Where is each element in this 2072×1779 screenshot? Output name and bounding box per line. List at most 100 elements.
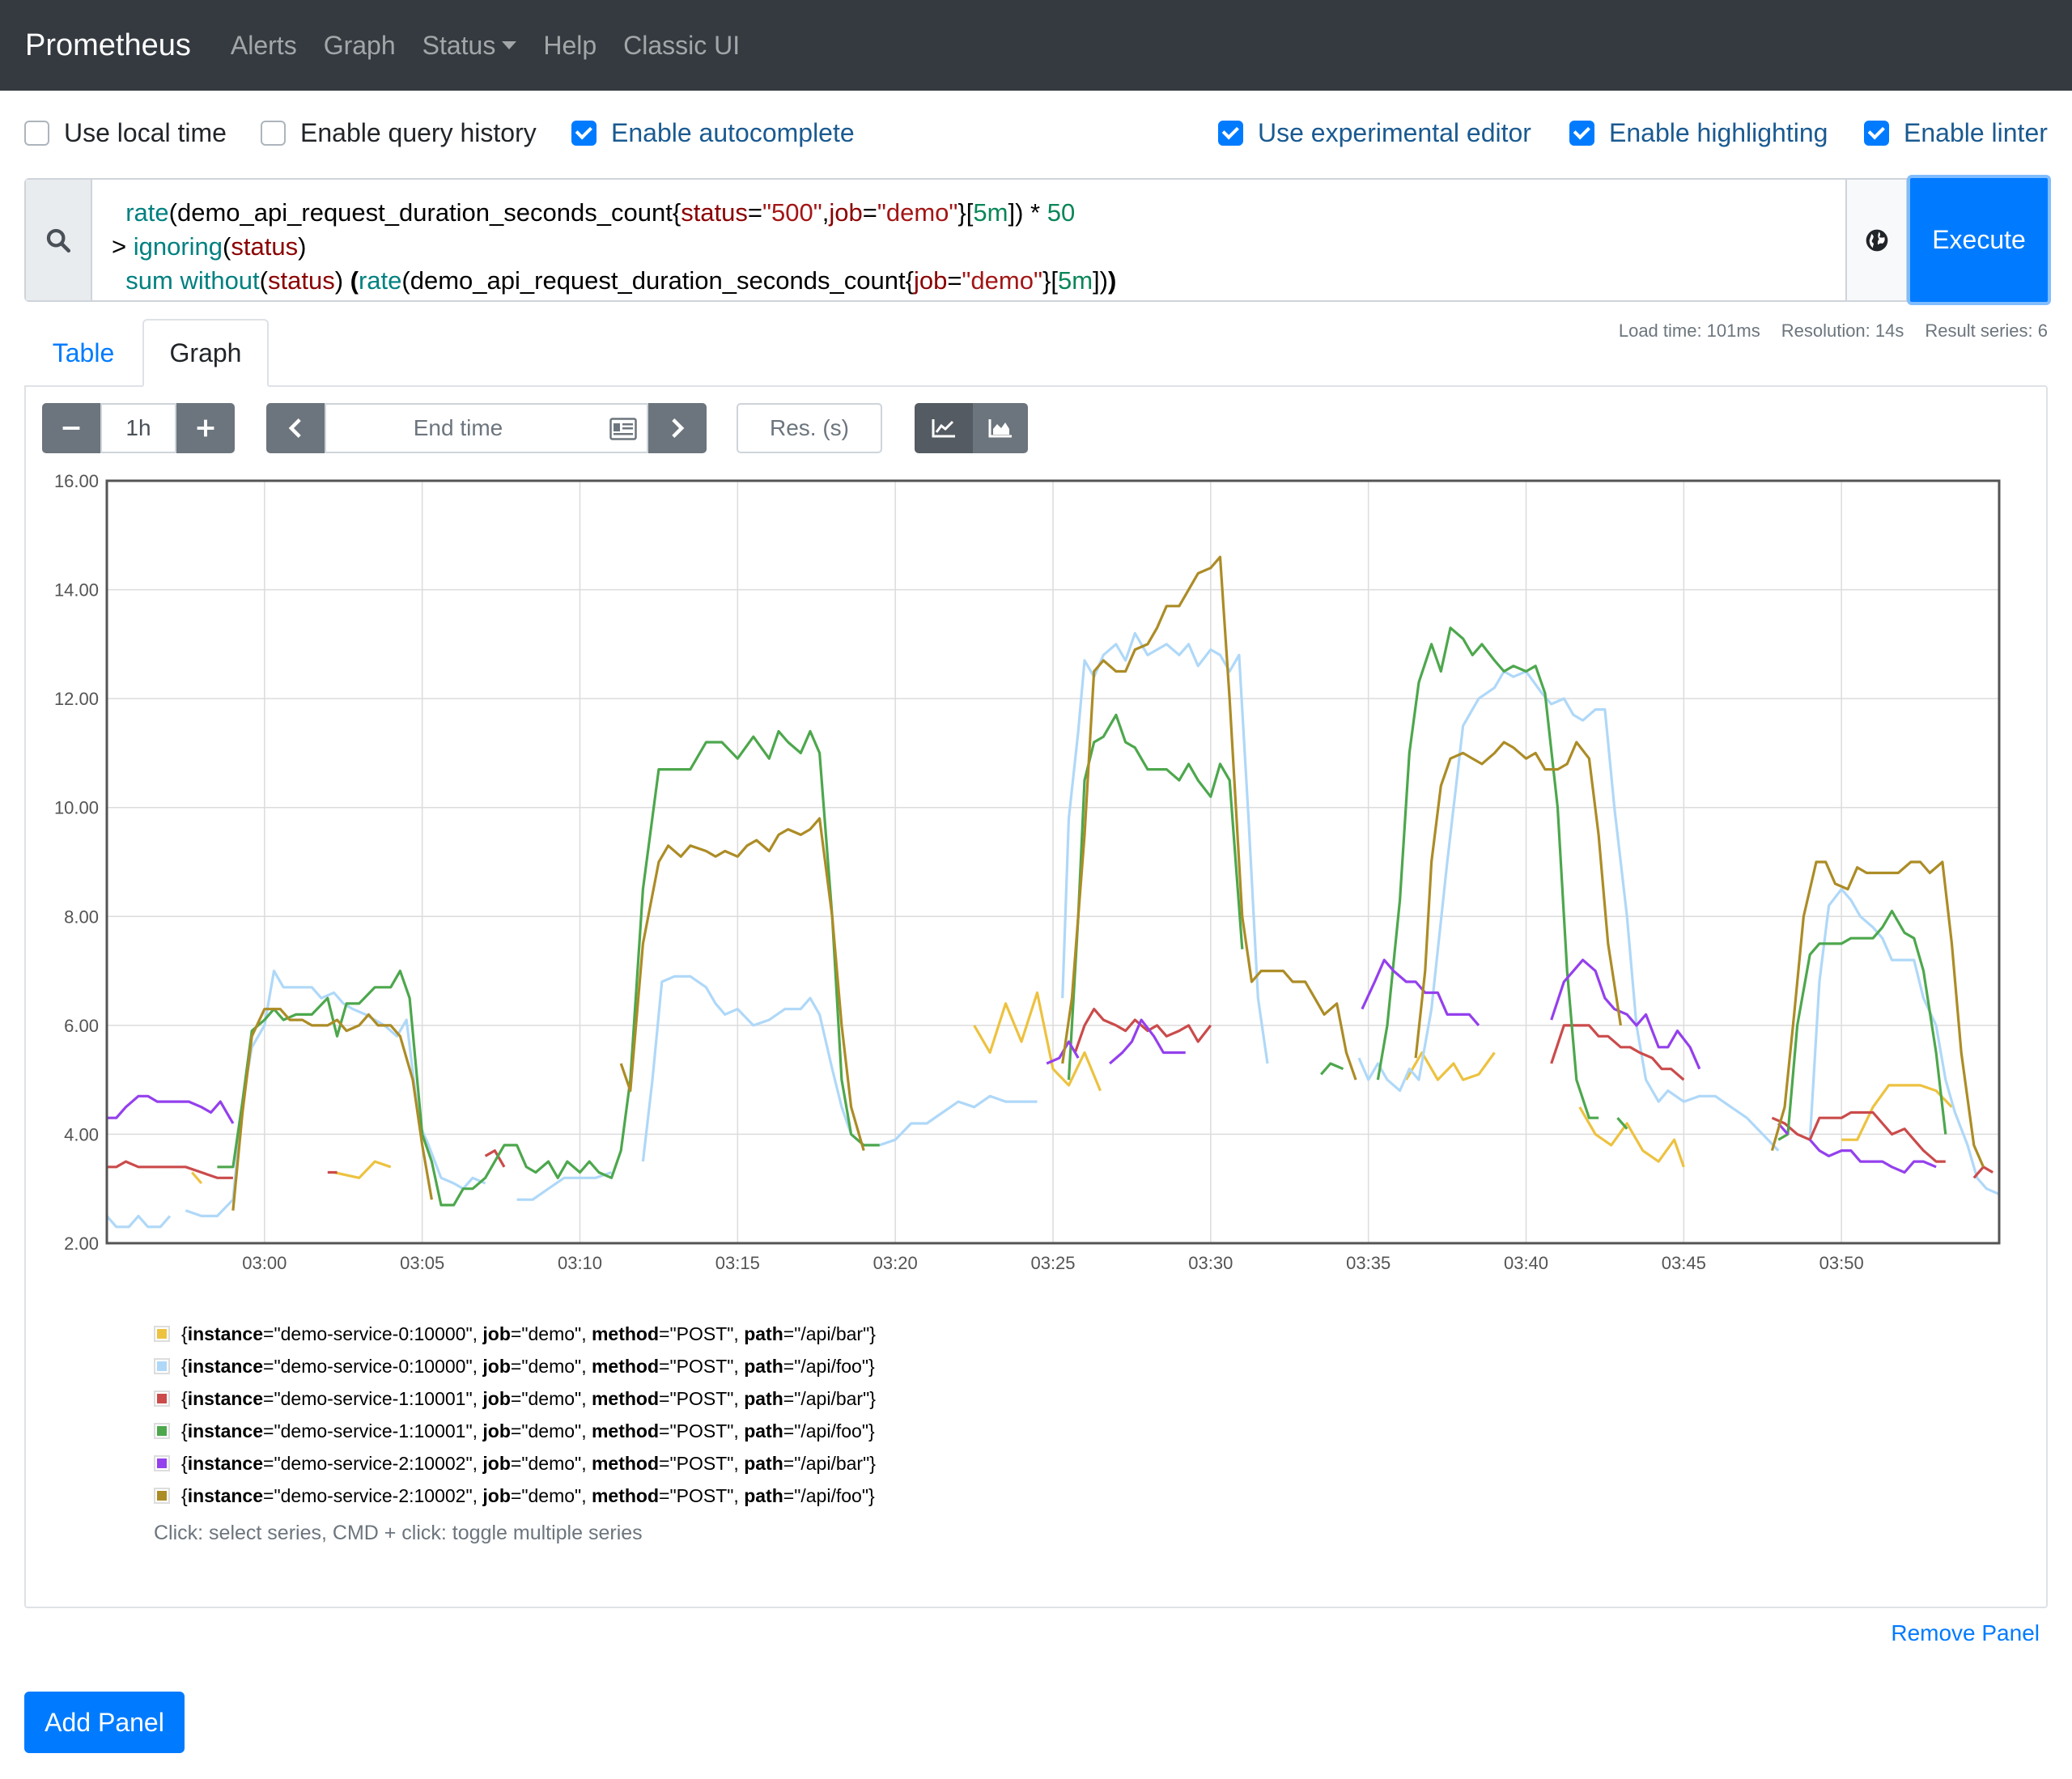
legend-label: {instance="demo-service-2:10002", job="d… (181, 1452, 876, 1474)
y-tick-label: 6.00 (64, 1016, 99, 1036)
checkbox[interactable] (1218, 120, 1243, 146)
nav-alerts[interactable]: Alerts (230, 30, 297, 60)
x-tick-label: 03:40 (1504, 1253, 1548, 1273)
x-tick-label: 03:35 (1346, 1253, 1391, 1273)
option-local-time[interactable]: Use local time (24, 117, 227, 149)
nav-graph[interactable]: Graph (323, 30, 396, 60)
x-tick-label: 03:25 (1030, 1253, 1075, 1273)
execute-button[interactable]: Execute (1907, 175, 2051, 305)
end-time-placeholder: End time (413, 415, 503, 440)
legend-item[interactable]: {instance="demo-service-2:10002", job="d… (154, 1447, 876, 1480)
option-autocomplete[interactable]: Enable autocomplete (571, 117, 855, 149)
legend-swatch (154, 1326, 170, 1342)
x-tick-label: 03:20 (873, 1253, 918, 1273)
line-chart-button[interactable] (915, 403, 973, 453)
area-chart-icon (988, 419, 1012, 438)
legend-swatch-color (157, 1361, 167, 1371)
expression-input[interactable]: rate(demo_api_request_duration_seconds_c… (24, 178, 1914, 302)
option-label: Enable linter (1904, 117, 2048, 147)
legend-item[interactable]: {instance="demo-service-0:10000", job="d… (154, 1318, 876, 1350)
resolution-input[interactable]: Res. (s) (737, 403, 882, 453)
caret-down-icon (502, 41, 517, 49)
tab-graph[interactable]: Graph (142, 319, 269, 387)
nav-status-label: Status (422, 30, 496, 60)
range-input[interactable]: 1h (100, 403, 176, 453)
remove-panel-link[interactable]: Remove Panel (1891, 1620, 2040, 1645)
legend-label: {instance="demo-service-1:10001", job="d… (181, 1387, 876, 1409)
option-highlighting[interactable]: Enable highlighting (1569, 117, 1828, 149)
later-button[interactable] (648, 403, 707, 453)
checkbox[interactable] (1569, 120, 1594, 146)
x-tick-label: 03:50 (1819, 1253, 1864, 1273)
chevron-right-icon (672, 418, 685, 438)
nav-classic-ui[interactable]: Classic UI (623, 30, 741, 60)
option-experimental-editor[interactable]: Use experimental editor (1218, 117, 1531, 149)
navbar: Prometheus Alerts Graph Status Help Clas… (0, 0, 2072, 91)
legend-swatch (154, 1455, 170, 1471)
legend-swatch (154, 1358, 170, 1374)
resolution: Resolution: 14s (1781, 321, 1904, 341)
nav-help[interactable]: Help (543, 30, 597, 60)
option-label: Enable highlighting (1609, 117, 1828, 147)
y-tick-label: 16.00 (54, 471, 99, 491)
calendar-icon (609, 418, 637, 440)
chart-type-control (915, 403, 1028, 453)
brand[interactable]: Prometheus (25, 28, 191, 62)
x-tick-label: 03:30 (1188, 1253, 1233, 1273)
result-series: Result series: 6 (1925, 321, 2048, 341)
legend-item[interactable]: {instance="demo-service-1:10001", job="d… (154, 1382, 876, 1415)
tab-table[interactable]: Table (52, 338, 115, 367)
option-query-history[interactable]: Enable query history (261, 117, 537, 149)
series-line-4 (107, 958, 1937, 1174)
series-line-1 (105, 631, 2000, 1229)
series-line-3 (217, 626, 1947, 1207)
x-tick-label: 03:15 (715, 1253, 760, 1273)
x-tick-label: 03:05 (400, 1253, 444, 1273)
chart-legend: {instance="demo-service-0:10000", job="d… (154, 1318, 876, 1545)
x-tick-label: 03:45 (1662, 1253, 1706, 1273)
decrease-range-button[interactable] (42, 403, 100, 453)
series-line-2 (107, 1008, 1993, 1179)
legend-swatch-color (157, 1394, 167, 1403)
y-tick-label: 2.00 (64, 1233, 99, 1254)
legend-item[interactable]: {instance="demo-service-1:10001", job="d… (154, 1415, 876, 1447)
legend-swatch (154, 1423, 170, 1439)
nav-status[interactable]: Status (422, 31, 517, 61)
option-label: Enable query history (300, 117, 537, 147)
query-stats: Load time: 101ms Resolution: 14s Result … (1619, 321, 2048, 342)
stacked-chart-button[interactable] (973, 403, 1028, 453)
metrics-explorer-button[interactable] (1845, 178, 1908, 302)
legend-hint: Click: select series, CMD + click: toggl… (154, 1522, 643, 1544)
y-tick-label: 12.00 (54, 689, 99, 709)
checkbox[interactable] (1864, 120, 1889, 146)
series-line-5 (231, 555, 1985, 1211)
legend-label: {instance="demo-service-0:10000", job="d… (181, 1323, 876, 1344)
legend-label: {instance="demo-service-2:10002", job="d… (181, 1484, 875, 1506)
increase-range-button[interactable] (176, 403, 235, 453)
end-time-control: End time (266, 403, 707, 453)
graph-panel (24, 385, 2048, 1608)
query-line-3: sum without(status) (rate(demo_api_reque… (125, 266, 1117, 295)
time-series-chart[interactable]: 2.00 4.00 6.00 8.00 10.00 12.00 14.00 16.00 03:0… (40, 461, 2015, 1287)
plus-icon (197, 419, 214, 437)
query-code[interactable]: rate(demo_api_request_duration_seconds_c… (112, 196, 1116, 298)
x-tick-label: 03:00 (242, 1253, 287, 1273)
y-tick-label: 8.00 (64, 906, 99, 927)
checkbox[interactable] (24, 120, 49, 146)
option-linter[interactable]: Enable linter (1864, 117, 2048, 149)
end-time-input[interactable]: End time (325, 403, 648, 453)
line-chart-icon (932, 419, 955, 438)
checkbox[interactable] (571, 120, 597, 146)
earlier-button[interactable] (266, 403, 325, 453)
y-tick-label: 14.00 (54, 580, 99, 601)
legend-swatch (154, 1391, 170, 1407)
add-panel-button[interactable]: Add Panel (24, 1692, 185, 1753)
x-tick-label: 03:10 (558, 1253, 602, 1273)
load-time: Load time: 101ms (1618, 321, 1760, 341)
checkbox[interactable] (261, 120, 286, 146)
search-icon (26, 180, 92, 300)
option-label: Use experimental editor (1258, 117, 1531, 147)
legend-item[interactable]: {instance="demo-service-2:10002", job="d… (154, 1480, 876, 1512)
legend-swatch-color (157, 1426, 167, 1436)
legend-item[interactable]: {instance="demo-service-0:10000", job="d… (154, 1350, 876, 1382)
